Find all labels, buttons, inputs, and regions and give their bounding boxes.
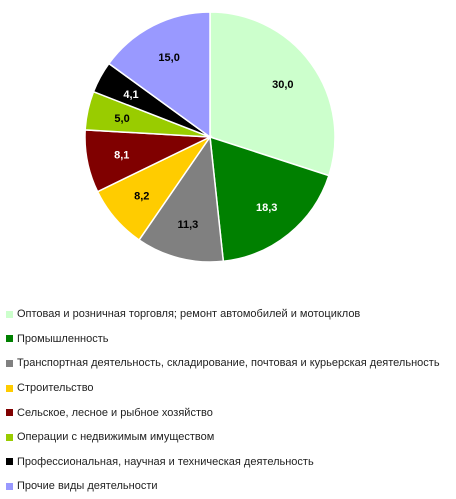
legend-swatch	[6, 482, 13, 490]
legend-swatch	[6, 335, 13, 343]
legend: Оптовая и розничная торговля; ремонт авт…	[6, 302, 454, 499]
legend-item: Профессиональная, научная и техническая …	[6, 450, 454, 475]
slice-value-label: 11,3	[177, 219, 198, 231]
legend-swatch	[6, 310, 13, 318]
slice-value-label: 8,1	[114, 150, 129, 162]
legend-swatch	[6, 384, 13, 392]
legend-item: Прочие виды деятельности	[6, 474, 454, 499]
slice-value-label: 18,3	[256, 202, 277, 214]
pie-slice-2	[209, 135, 330, 263]
slice-value-label: 15,0	[158, 52, 179, 64]
pie-slice-8	[107, 11, 211, 139]
pie-chart: 30,0 18,3 11,3 8,2 8,1 5,0 4,1 15,0	[84, 11, 336, 263]
legend-item: Транспортная деятельность, складирование…	[6, 351, 454, 376]
legend-swatch	[6, 409, 13, 417]
legend-label: Профессиональная, научная и техническая …	[17, 455, 314, 468]
legend-item: Сельское, лесное и рыбное хозяйство	[6, 400, 454, 425]
pie-slice-3	[138, 134, 225, 263]
legend-swatch	[6, 359, 13, 367]
legend-label: Операции с недвижимым имуществом	[17, 431, 215, 444]
legend-swatch	[6, 433, 13, 441]
legend-label: Прочие виды деятельности	[17, 480, 158, 493]
slice-value-label: 4,1	[123, 89, 138, 101]
slice-value-label: 8,2	[134, 191, 149, 203]
slice-value-label: 5,0	[114, 113, 129, 125]
legend-label: Сельское, лесное и рыбное хозяйство	[17, 406, 213, 419]
legend-label: Промышленность	[17, 332, 109, 345]
legend-item: Оптовая и розничная торговля; ремонт авт…	[6, 302, 454, 327]
legend-label: Строительство	[17, 382, 94, 395]
pie-slice-1	[209, 11, 336, 177]
legend-swatch	[6, 458, 13, 466]
legend-label: Оптовая и розничная торговля; ремонт авт…	[17, 308, 361, 321]
legend-item: Строительство	[6, 376, 454, 401]
slice-value-label: 30,0	[272, 79, 293, 91]
legend-item: Промышленность	[6, 327, 454, 352]
legend-item: Операции с недвижимым имуществом	[6, 425, 454, 450]
legend-label: Транспортная деятельность, складирование…	[17, 357, 440, 370]
